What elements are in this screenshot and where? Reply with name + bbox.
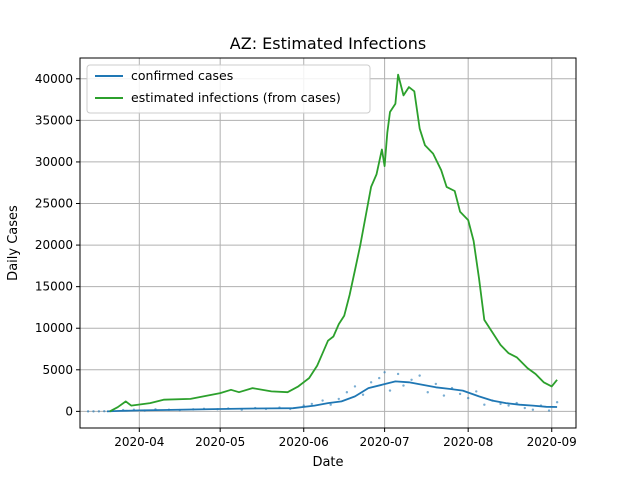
legend-label-confirmed: confirmed cases	[131, 68, 233, 83]
scatter-point-32	[396, 372, 400, 376]
x-tick-label-2: 2020-06	[279, 435, 329, 449]
scatter-point-29	[378, 376, 381, 380]
y-axis-label: Daily Cases	[6, 205, 21, 281]
series-lines	[106, 73, 558, 413]
y-tick-label-7: 35000	[35, 113, 73, 127]
y-tick-label-3: 15000	[35, 280, 73, 294]
legend-label-estimated: estimated infections (from cases)	[131, 90, 341, 105]
scatter-point-27	[361, 393, 365, 396]
scatter-point-3	[103, 410, 106, 413]
scatter-point-38	[442, 394, 446, 397]
x-tick-label-0: 2020-04	[114, 435, 164, 449]
legend: confirmed cases estimated infections (fr…	[86, 64, 371, 114]
x-axis-label: Date	[312, 455, 343, 470]
x-tick-label-1: 2020-05	[195, 435, 245, 449]
y-tick-label-0: 0	[65, 404, 73, 418]
scatter-point-42	[475, 390, 478, 393]
y-tick-label-8: 40000	[35, 72, 73, 86]
scatter-point-2	[97, 410, 101, 413]
scatter-point-21	[310, 402, 314, 406]
scatter-point-31	[388, 389, 392, 392]
series-line-0	[106, 380, 558, 413]
scatter-point-34	[410, 378, 413, 381]
axis-ticks: 2020-04 2020-05 2020-06 2020-07 2020-08 2020-…	[35, 72, 577, 449]
scatter-point-36	[426, 391, 429, 394]
scatter-point-24	[337, 397, 340, 401]
scatter-point-48	[523, 406, 526, 410]
series-line-1	[109, 73, 558, 413]
plot-frame	[79, 57, 577, 429]
x-tick-label-5: 2020-09	[527, 435, 577, 449]
scatter-point-1	[92, 410, 95, 413]
scatter-point-22	[321, 399, 324, 402]
y-tick-label-4: 20000	[35, 238, 73, 252]
scatter-point-41	[466, 396, 470, 400]
scatter-point-26	[353, 385, 357, 388]
scatter-point-45	[499, 402, 502, 406]
chart-title: AZ: Estimated Infections	[230, 34, 426, 53]
scatter-point-30	[383, 371, 386, 374]
y-tick-label-6: 30000	[35, 155, 73, 169]
scatter-point-28	[369, 381, 373, 384]
scatter-point-52	[555, 401, 559, 404]
y-tick-label-5: 25000	[35, 197, 73, 211]
scatter-point-33	[402, 384, 405, 387]
scatter-point-43	[483, 403, 486, 406]
scatter-point-25	[345, 391, 349, 394]
legend-box	[86, 64, 371, 114]
scatter-point-49	[531, 408, 535, 411]
scatter-point-23	[329, 403, 332, 406]
scatter-point-0	[86, 410, 90, 413]
scatter-point-51	[547, 409, 551, 412]
scatter-point-35	[418, 374, 421, 377]
x-tick-label-3: 2020-07	[360, 435, 410, 449]
scatter-point-37	[434, 382, 438, 386]
x-tick-label-4: 2020-08	[443, 435, 493, 449]
scatter-point-46	[507, 404, 510, 407]
y-tick-label-1: 5000	[42, 363, 73, 377]
y-tick-label-2: 10000	[35, 321, 73, 335]
scatter-point-40	[458, 392, 462, 396]
